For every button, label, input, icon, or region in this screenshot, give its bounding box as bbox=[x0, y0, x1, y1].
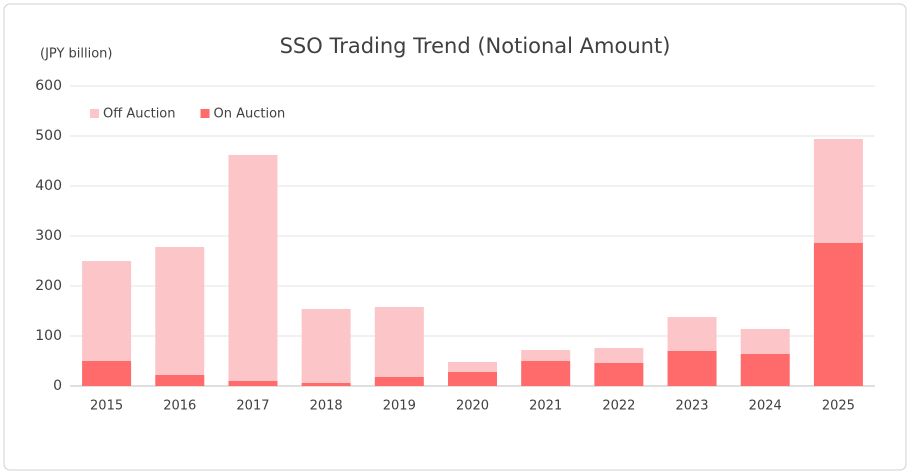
bar-segment bbox=[155, 247, 205, 375]
legend-label: Off Auction bbox=[103, 107, 176, 122]
bar-segment bbox=[155, 375, 205, 386]
x-tick-label: 2017 bbox=[236, 399, 269, 414]
y-tick-label: 500 bbox=[35, 128, 62, 144]
bar-segment bbox=[82, 361, 132, 386]
bar-segment bbox=[594, 363, 644, 386]
bar-segment bbox=[228, 155, 278, 381]
x-tick-label: 2022 bbox=[602, 399, 635, 414]
y-tick-label: 200 bbox=[35, 278, 62, 294]
legend-label: On Auction bbox=[214, 107, 286, 122]
bar-segment bbox=[448, 362, 497, 372]
chart-title: SSO Trading Trend (Notional Amount) bbox=[280, 34, 671, 58]
bar-segment bbox=[448, 372, 497, 386]
bar-segment bbox=[301, 383, 351, 386]
bar-segment bbox=[374, 307, 424, 377]
x-tick-label: 2018 bbox=[310, 399, 343, 414]
bar-segment bbox=[740, 354, 790, 386]
bar-segment bbox=[594, 348, 644, 363]
x-tick-label: 2019 bbox=[383, 399, 416, 414]
bar-segment bbox=[82, 261, 132, 361]
bar-segment bbox=[813, 139, 863, 243]
bar-segment bbox=[301, 309, 351, 383]
bar-segment bbox=[374, 377, 424, 386]
bar-segment bbox=[521, 361, 571, 386]
y-tick-label: 300 bbox=[35, 228, 62, 244]
x-tick-label: 2015 bbox=[90, 399, 123, 414]
x-tick-label: 2025 bbox=[822, 399, 855, 414]
x-tick-label: 2016 bbox=[163, 399, 196, 414]
bar-segment bbox=[740, 329, 790, 354]
x-tick-label: 2024 bbox=[749, 399, 782, 414]
y-axis-label: (JPY billion) bbox=[40, 47, 113, 62]
x-tick-label: 2023 bbox=[675, 399, 708, 414]
y-tick-label: 0 bbox=[53, 378, 62, 394]
y-tick-label: 400 bbox=[35, 178, 62, 194]
legend-swatch bbox=[200, 109, 210, 118]
bar-segment bbox=[667, 317, 717, 351]
y-tick-label: 600 bbox=[35, 78, 62, 94]
bar-segment bbox=[228, 381, 278, 386]
bar-segment bbox=[521, 350, 571, 361]
x-tick-label: 2021 bbox=[529, 399, 562, 414]
bar-segment bbox=[667, 351, 717, 386]
bar-segment bbox=[813, 243, 863, 386]
x-tick-label: 2020 bbox=[456, 399, 489, 414]
legend-swatch bbox=[90, 109, 99, 118]
y-tick-label: 100 bbox=[35, 328, 62, 344]
